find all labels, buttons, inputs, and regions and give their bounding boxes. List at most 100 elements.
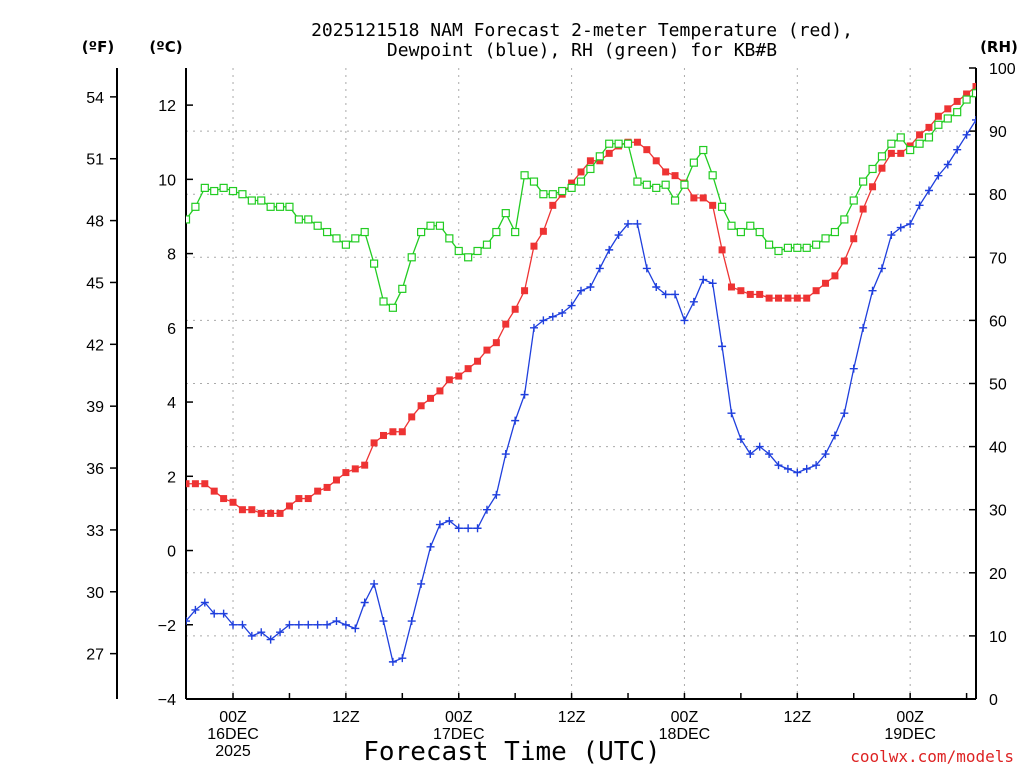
rh-tick-label: 20 — [989, 566, 1007, 583]
fahrenheit-tick-label: 54 — [86, 90, 104, 107]
relative-humidity-point — [962, 95, 971, 104]
dewpoint-point — [887, 231, 896, 240]
rh-tick-label: 50 — [989, 377, 1007, 394]
relative-humidity-point — [247, 196, 256, 205]
relative-humidity-point — [802, 243, 811, 252]
dewpoint-point — [219, 609, 228, 618]
relative-humidity-point — [520, 171, 529, 180]
dewpoint-point — [379, 617, 388, 626]
series-clip-group — [186, 82, 976, 666]
dewpoint-point — [849, 364, 858, 373]
temperature-point — [398, 428, 406, 436]
dewpoint-point — [313, 620, 322, 629]
dewpoint-point — [699, 275, 708, 284]
dewpoint-point — [708, 279, 717, 288]
temperature-point — [323, 483, 331, 491]
temperature-point — [840, 257, 848, 265]
dewpoint-point — [624, 219, 633, 228]
dewpoint-point — [398, 654, 407, 663]
dewpoint-point — [186, 617, 190, 626]
relative-humidity-point — [595, 152, 604, 161]
dewpoint-point — [812, 461, 821, 470]
temperature-point — [859, 205, 867, 213]
celsius-tick-label: −4 — [158, 692, 176, 709]
relative-humidity-point — [821, 234, 830, 243]
dewpoint-point — [492, 490, 501, 499]
relative-humidity-point — [717, 202, 727, 211]
temperature-point — [765, 294, 773, 302]
dewpoint-point — [577, 286, 585, 295]
dewpoint-point — [341, 620, 350, 629]
temperature-point — [549, 201, 557, 209]
relative-humidity-point — [257, 196, 266, 205]
temperature-point — [276, 509, 284, 517]
relative-humidity-point — [849, 196, 858, 205]
relative-humidity-point — [652, 183, 661, 192]
relative-humidity-point — [304, 215, 313, 224]
fahrenheit-tick-label: 30 — [86, 585, 104, 602]
temperature-point — [361, 461, 369, 469]
dewpoint-point — [595, 264, 604, 273]
temperature-point — [521, 287, 529, 295]
x-tick-label: 00Z — [671, 709, 699, 726]
dewpoint-point — [877, 264, 886, 273]
temperature-point — [427, 394, 435, 402]
temperature-point — [455, 372, 463, 380]
dewpoint-point — [642, 264, 651, 273]
celsius-unit-label: (ºC) — [149, 38, 182, 56]
temperature-point — [314, 487, 322, 495]
relative-humidity-point — [200, 183, 209, 192]
dewpoint-point — [868, 286, 877, 295]
dewpoint-point — [924, 186, 933, 195]
relative-humidity-point — [492, 227, 501, 237]
dewpoint-point — [774, 461, 783, 470]
dewpoint-point — [783, 464, 792, 473]
dewpoint-point — [765, 450, 774, 459]
temperature-point — [972, 83, 976, 91]
temperature-point — [803, 294, 811, 302]
dewpoint-point — [548, 312, 557, 321]
dewpoint-point — [407, 617, 416, 626]
temperature-point — [869, 183, 877, 191]
temperature-point — [775, 294, 782, 302]
relative-humidity-point — [332, 234, 341, 243]
dewpoint-point — [417, 579, 426, 588]
temperature-point — [831, 272, 839, 280]
temperature-point — [191, 480, 199, 488]
temperature-point — [304, 495, 312, 503]
dewpoint-point — [793, 468, 802, 477]
relative-humidity-point — [313, 221, 322, 230]
relative-humidity-point — [435, 221, 445, 230]
relative-humidity-point — [266, 202, 275, 211]
relative-humidity-point — [464, 253, 473, 262]
rh-tick-label: 90 — [989, 124, 1007, 141]
temperature-point — [186, 480, 190, 488]
dewpoint-point — [200, 598, 209, 607]
relative-humidity-point — [586, 164, 595, 174]
relative-humidity-point — [708, 171, 717, 180]
relative-humidity-point — [736, 227, 745, 237]
dewpoint-point — [859, 323, 868, 332]
dewpoint-point — [464, 524, 473, 533]
dewpoint-point — [435, 520, 444, 529]
relative-humidity-point — [906, 145, 915, 155]
relative-humidity-point — [351, 234, 360, 243]
x-tick-label: 18DEC — [659, 726, 711, 743]
relative-humidity-point — [670, 196, 680, 205]
relative-humidity-point — [529, 177, 539, 186]
x-tick-label: 16DEC — [207, 726, 259, 743]
relative-humidity-point — [228, 186, 238, 196]
temperature-point — [897, 149, 905, 157]
temperature-point — [652, 157, 660, 165]
temperature-point — [878, 164, 886, 172]
celsius-tick-label: 12 — [158, 98, 176, 115]
relative-humidity-point — [812, 240, 821, 249]
dewpoint-point — [962, 130, 971, 139]
dewpoint-point — [511, 416, 520, 425]
relative-humidity-point — [388, 303, 398, 312]
dewpoint-point — [247, 631, 256, 640]
rh-tick-label: 80 — [989, 187, 1007, 204]
tick-labels: −4 −2 0 2 4 6 8 10 12 27 30 33 36 39 42 45 48 51 54 0 10 20 30… — [86, 61, 1016, 760]
chart-title: 2025121518 NAM Forecast 2-meter Temperat… — [311, 20, 853, 41]
dewpoint-point — [257, 628, 266, 637]
